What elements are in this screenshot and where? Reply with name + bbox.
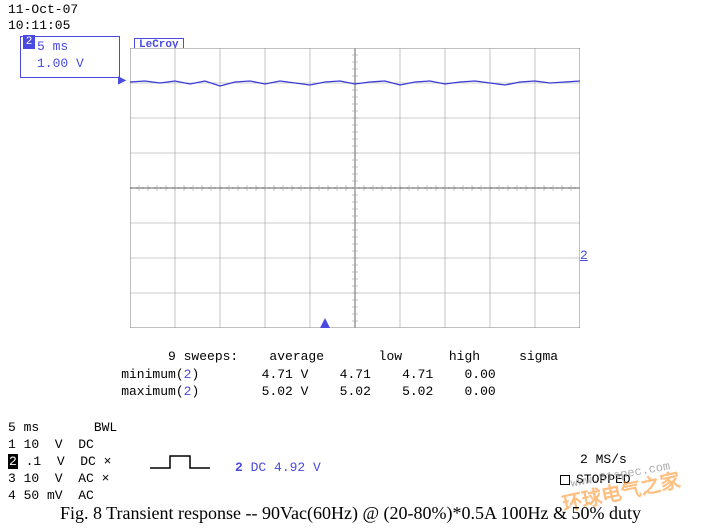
channel-voltsdiv: 1.00 V — [37, 56, 113, 73]
channel-info-box: 2 5 ms 1.00 V — [20, 36, 120, 78]
dc-readout-ch: 2 — [235, 460, 243, 475]
measurement-table: 9 sweeps: average low high sigma minimum… — [90, 348, 558, 401]
channel-marker-left: ▶ — [118, 72, 126, 89]
capture-time: 10:11:05 — [8, 18, 78, 34]
dc-readout: 2 DC 4.92 V — [235, 460, 321, 475]
channel-settings-block: 5 ms BWL 1 10 V DC 2 .1 V DC × 3 10 V AC… — [8, 420, 117, 504]
channel-number-badge: 2 — [23, 35, 35, 49]
trigger-channel-marker: 2 — [580, 248, 588, 263]
oscilloscope-grid — [130, 48, 580, 328]
sample-rate: 2 MS/s — [580, 452, 627, 467]
figure-caption: Fig. 8 Transient response -- 90Vac(60Hz)… — [0, 503, 701, 524]
capture-datetime: 11-Oct-07 10:11:05 — [8, 2, 78, 33]
waveform-shape-icon — [150, 452, 210, 472]
status-text: STOPPED — [576, 472, 631, 487]
capture-date: 11-Oct-07 — [8, 2, 78, 18]
acquisition-status: STOPPED — [560, 472, 631, 487]
channel-timebase: 5 ms — [37, 39, 113, 56]
stop-icon — [560, 475, 570, 485]
dc-readout-value: DC 4.92 V — [251, 460, 321, 475]
oscilloscope-display — [130, 48, 580, 328]
